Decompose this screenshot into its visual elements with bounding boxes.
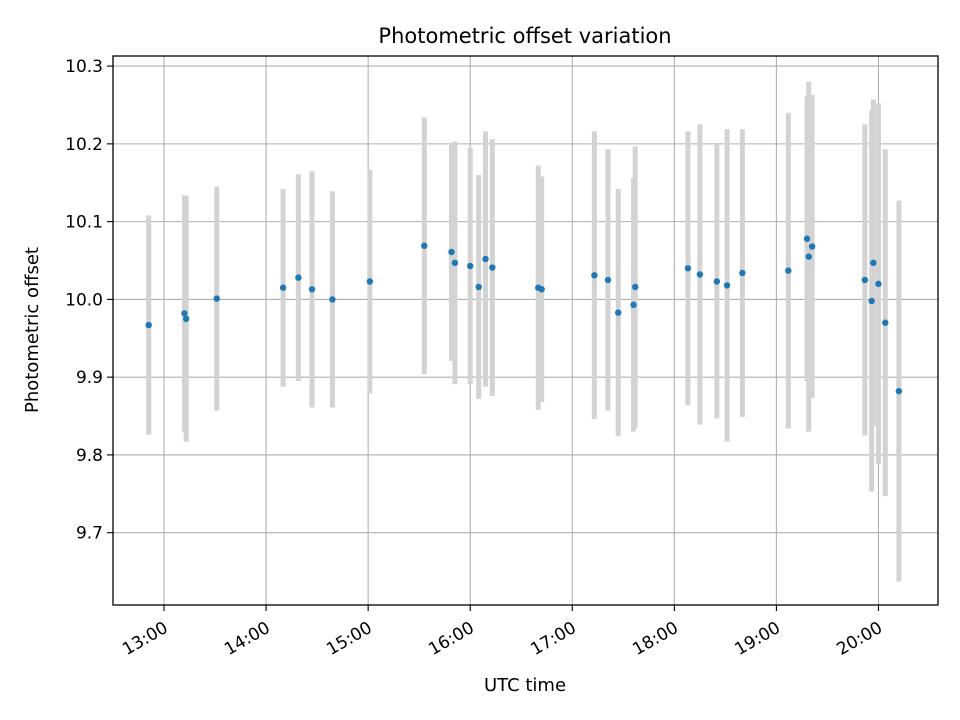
data-point bbox=[808, 243, 816, 250]
data-point bbox=[882, 319, 889, 326]
data-point bbox=[604, 276, 612, 284]
x-axis-label: UTC time bbox=[484, 675, 566, 696]
y-axis-label: Photometric offset bbox=[22, 247, 43, 413]
data-point bbox=[895, 387, 903, 395]
data-point bbox=[366, 278, 374, 285]
data-point bbox=[421, 242, 428, 249]
data-point bbox=[279, 284, 287, 291]
data-points bbox=[145, 235, 903, 395]
data-point bbox=[145, 321, 152, 329]
data-point bbox=[467, 262, 474, 270]
data-point bbox=[591, 272, 598, 279]
data-point bbox=[739, 269, 746, 277]
data-point bbox=[308, 286, 316, 293]
data-point bbox=[684, 265, 692, 272]
data-point bbox=[868, 297, 875, 305]
data-point bbox=[805, 253, 812, 260]
data-point bbox=[875, 280, 882, 288]
y-tick-label: 10.0 bbox=[65, 290, 103, 310]
data-point bbox=[538, 286, 545, 293]
data-point bbox=[475, 283, 482, 291]
data-point bbox=[213, 295, 220, 302]
data-point bbox=[615, 309, 622, 316]
y-tick-label: 10.1 bbox=[65, 213, 103, 233]
data-point bbox=[803, 235, 811, 242]
data-point bbox=[329, 296, 336, 303]
y-tick-label: 10.3 bbox=[65, 57, 103, 77]
data-point bbox=[448, 248, 455, 256]
data-point bbox=[489, 264, 496, 271]
data-point bbox=[295, 274, 302, 281]
data-point bbox=[630, 301, 637, 309]
data-point bbox=[713, 278, 721, 285]
y-tick-label: 9.9 bbox=[76, 368, 103, 388]
data-point bbox=[723, 282, 731, 289]
y-tick-label: 9.8 bbox=[76, 446, 103, 466]
plot-frame bbox=[112, 55, 939, 606]
data-point bbox=[182, 315, 190, 323]
data-point bbox=[861, 276, 869, 284]
y-tick-label: 9.7 bbox=[76, 524, 103, 544]
chart-title: Photometric offset variation bbox=[378, 24, 671, 48]
y-axis: 9.7 9.8 9.9 10.0 10.1 10.2 10.3 bbox=[65, 57, 113, 544]
data-point bbox=[870, 259, 877, 267]
data-point bbox=[482, 255, 489, 263]
data-point bbox=[632, 283, 639, 291]
data-point bbox=[181, 310, 188, 317]
data-point bbox=[451, 259, 459, 267]
data-point bbox=[696, 271, 704, 278]
data-point bbox=[785, 267, 792, 274]
y-tick-label: 10.2 bbox=[65, 135, 103, 155]
